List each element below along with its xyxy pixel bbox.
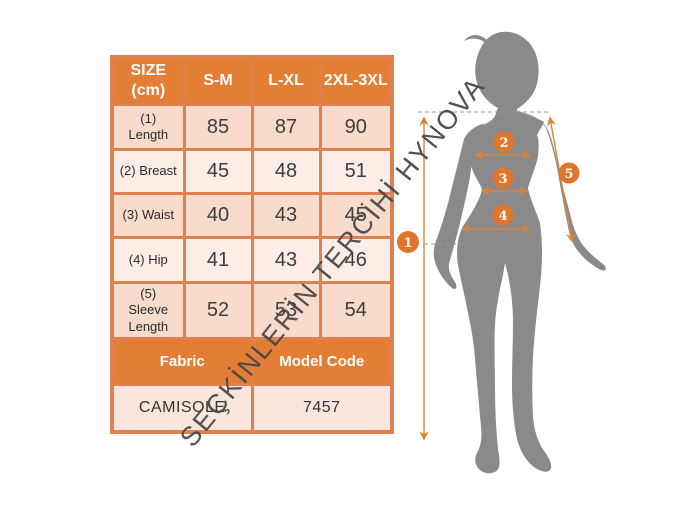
table-row-hip: (4) Hip 41 43 46 bbox=[110, 236, 394, 284]
svg-text:3: 3 bbox=[498, 172, 507, 187]
svg-text:5: 5 bbox=[564, 167, 573, 182]
table-row-sleeve-length: (5) Sleeve Length 52 53 54 bbox=[110, 281, 394, 340]
svg-text:4: 4 bbox=[498, 209, 507, 224]
hip-sm: 41 bbox=[182, 236, 254, 284]
marker-4-hip: 4 bbox=[492, 204, 514, 226]
sleeve-sm: 52 bbox=[182, 281, 254, 340]
model-code-value: 7457 bbox=[250, 382, 394, 434]
size-table-header-row: SIZE (cm) S-M L-XL 2XL-3XL bbox=[110, 55, 394, 106]
table-footer-values-row: CAMISOLE 7457 bbox=[110, 382, 394, 434]
svg-text:2: 2 bbox=[499, 136, 508, 151]
row-label-hip: (4) Hip bbox=[110, 236, 186, 284]
length-sm: 85 bbox=[182, 103, 254, 151]
svg-text:1: 1 bbox=[403, 236, 412, 251]
sleeve-2xl3xl: 54 bbox=[318, 281, 394, 340]
header-s-m: S-M bbox=[182, 55, 254, 106]
header-l-xl: L-XL bbox=[250, 55, 322, 106]
marker-5-sleeve: 5 bbox=[558, 162, 580, 184]
header-fabric: Fabric bbox=[110, 336, 254, 386]
breast-sm: 45 bbox=[182, 148, 254, 195]
table-row-length: (1) Length 85 87 90 bbox=[110, 103, 394, 151]
header-2xl-3xl: 2XL-3XL bbox=[318, 55, 394, 106]
row-label-sleeve-length: (5) Sleeve Length bbox=[110, 281, 186, 340]
breast-2xl3xl: 51 bbox=[318, 148, 394, 195]
header-model-code: Model Code bbox=[250, 336, 394, 386]
waist-sm: 40 bbox=[182, 192, 254, 239]
length-2xl3xl: 90 bbox=[318, 103, 394, 151]
waist-2xl3xl: 45 bbox=[318, 192, 394, 239]
row-label-breast: (2) Breast bbox=[110, 148, 186, 195]
table-row-breast: (2) Breast 45 48 51 bbox=[110, 148, 394, 195]
marker-1-length: 1 bbox=[397, 231, 419, 253]
breast-lxl: 48 bbox=[250, 148, 322, 195]
marker-2-breast: 2 bbox=[493, 131, 515, 153]
table-footer-header-row: Fabric Model Code bbox=[110, 336, 394, 386]
row-label-length: (1) Length bbox=[110, 103, 186, 151]
marker-3-waist: 3 bbox=[492, 167, 514, 189]
row-label-waist: (3) Waist bbox=[110, 192, 186, 239]
sleeve-lxl: 53 bbox=[250, 281, 322, 340]
waist-lxl: 43 bbox=[250, 192, 322, 239]
fabric-value: CAMISOLE bbox=[110, 382, 254, 434]
hip-2xl3xl: 46 bbox=[318, 236, 394, 284]
table-row-waist: (3) Waist 40 43 45 bbox=[110, 192, 394, 239]
header-size-cm: SIZE (cm) bbox=[110, 55, 186, 106]
length-lxl: 87 bbox=[250, 103, 322, 151]
measurement-figure: 1 2 3 4 5 bbox=[397, 31, 606, 474]
hip-lxl: 43 bbox=[250, 236, 322, 284]
size-table: SIZE (cm) S-M L-XL 2XL-3XL (1) Length 85… bbox=[110, 55, 394, 435]
